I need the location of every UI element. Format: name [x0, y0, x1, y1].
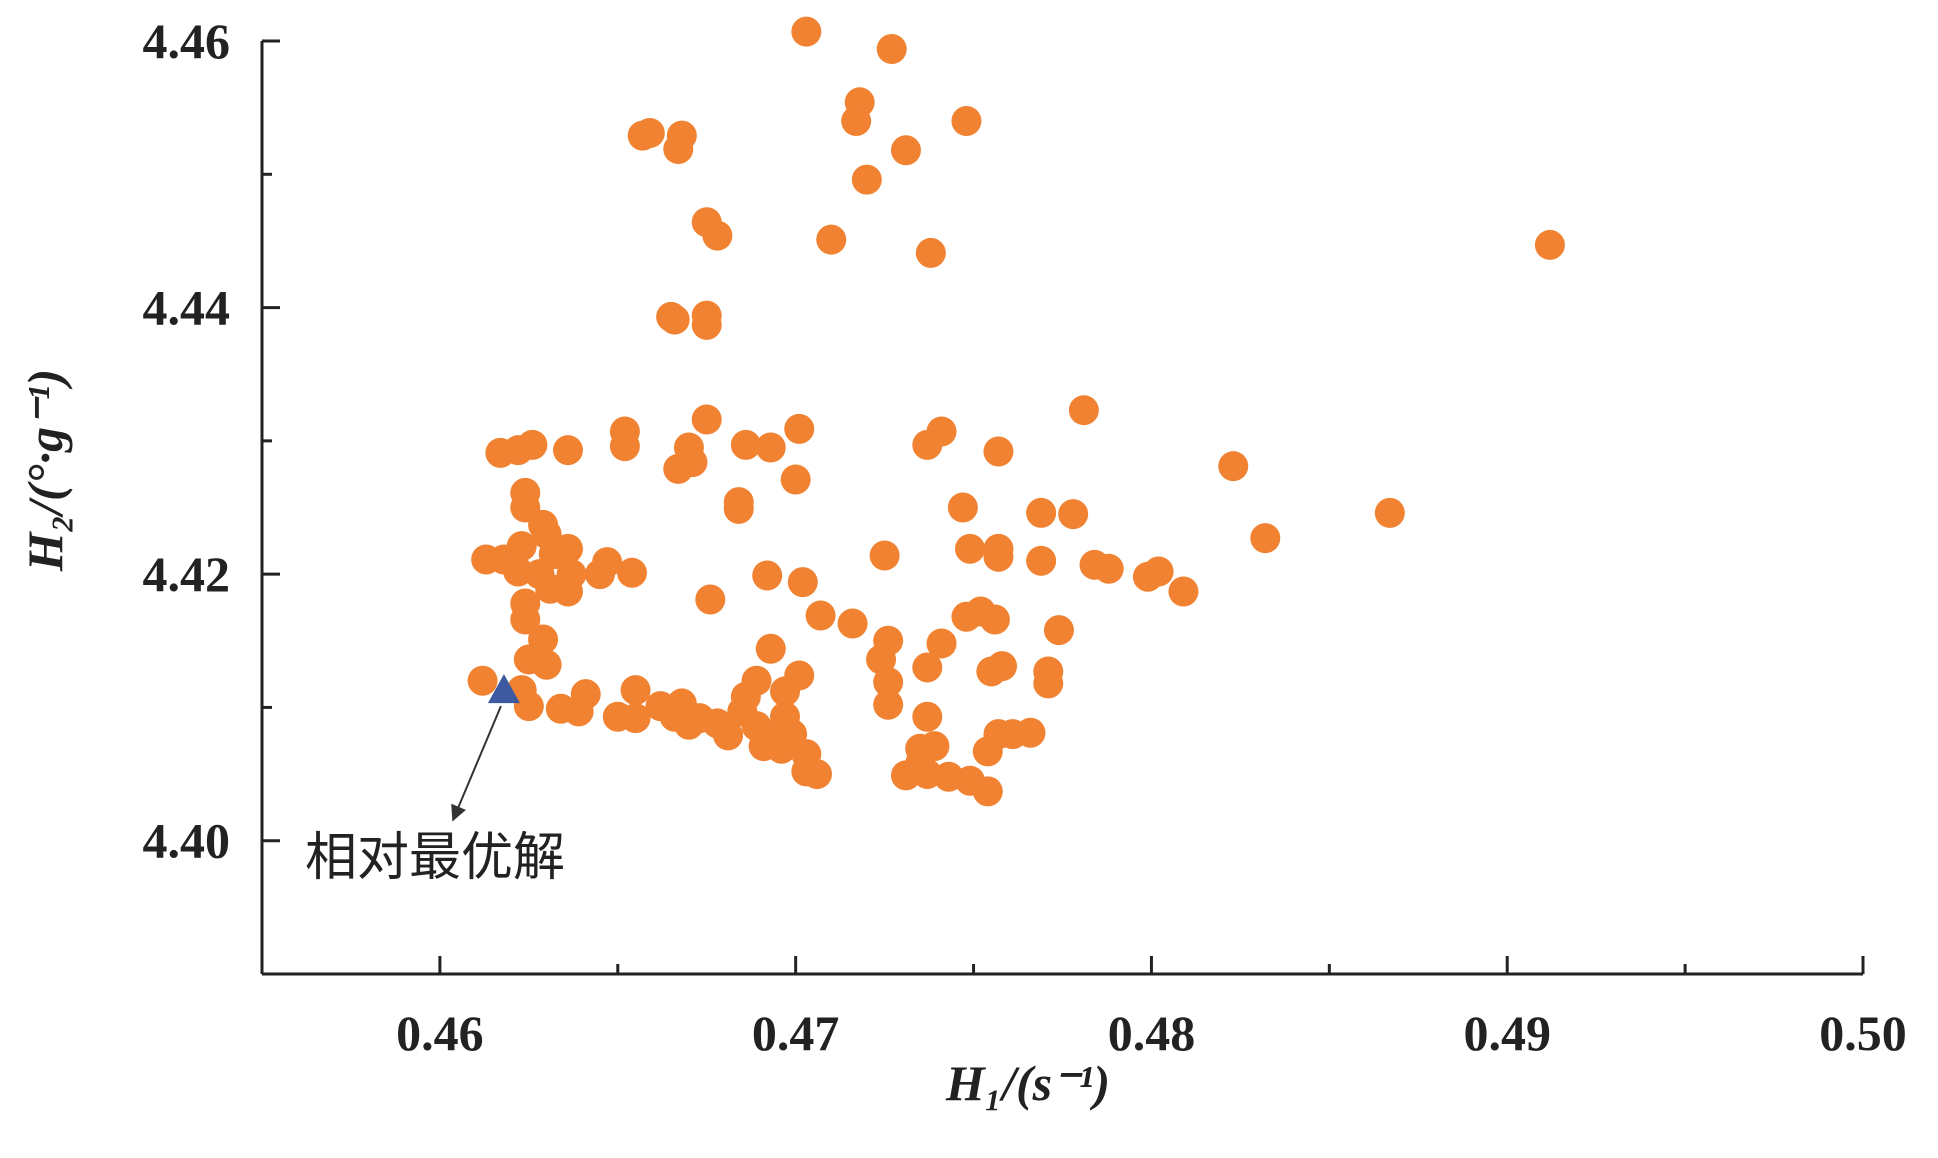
point: [912, 652, 943, 683]
point: [552, 576, 583, 607]
point: [752, 560, 783, 591]
point: [983, 436, 1014, 467]
point: [1033, 668, 1064, 699]
point: [876, 33, 907, 64]
x-tick-label: 0.49: [1463, 1005, 1551, 1061]
point: [1534, 229, 1565, 260]
point: [691, 404, 722, 435]
point: [869, 540, 900, 571]
point: [805, 600, 836, 631]
point: [517, 429, 548, 460]
point: [1015, 717, 1046, 748]
point: [755, 633, 786, 664]
point: [1043, 615, 1074, 646]
point: [1143, 556, 1174, 587]
point: [972, 776, 1003, 807]
point: [552, 533, 583, 564]
point: [730, 429, 761, 460]
point: [620, 703, 651, 734]
point: [802, 759, 833, 790]
point: [866, 644, 897, 675]
point: [890, 135, 921, 166]
point: [634, 117, 665, 148]
point: [552, 435, 583, 466]
x-tick-label: 0.46: [396, 1005, 484, 1061]
x-tick-label: 0.50: [1819, 1005, 1907, 1061]
annotation-arrow: [451, 705, 502, 822]
point: [851, 164, 882, 195]
point: [873, 689, 904, 720]
point: [912, 701, 943, 732]
point: [467, 665, 498, 696]
point: [766, 733, 797, 764]
x-tick-label: 0.47: [752, 1005, 840, 1061]
x-axis-label: H₁/(s⁻¹): [945, 1055, 1110, 1111]
x-tick-label: 0.48: [1108, 1005, 1196, 1061]
point: [841, 105, 872, 136]
point: [617, 557, 648, 588]
point: [1218, 451, 1249, 482]
y-tick-label: 4.46: [143, 13, 231, 69]
point: [954, 533, 985, 564]
point: [951, 105, 982, 136]
point: [1093, 553, 1124, 584]
point: [563, 696, 594, 727]
point: [1058, 499, 1089, 530]
point: [972, 736, 1003, 767]
point: [926, 628, 957, 659]
highlight-point: [487, 674, 520, 704]
y-tick-label: 4.44: [143, 280, 231, 336]
point: [769, 676, 800, 707]
point: [663, 453, 694, 484]
point: [816, 224, 847, 255]
point: [915, 237, 946, 268]
point: [873, 667, 904, 698]
point: [1374, 497, 1405, 528]
point: [1026, 545, 1057, 576]
point: [702, 220, 733, 251]
point: [659, 304, 690, 335]
point: [1168, 576, 1199, 607]
point: [1250, 523, 1281, 554]
point: [510, 604, 541, 635]
point: [912, 429, 943, 460]
y-tick-label: 4.40: [143, 813, 231, 869]
point: [983, 541, 1014, 572]
y-tick-label: 4.42: [143, 546, 231, 602]
point: [976, 656, 1007, 687]
point: [947, 492, 978, 523]
point: [723, 493, 754, 524]
point: [584, 559, 615, 590]
point: [673, 709, 704, 740]
annotation: 相对最优解: [305, 828, 565, 888]
point: [609, 431, 640, 462]
point: [787, 567, 818, 598]
point: [890, 760, 921, 791]
point: [691, 309, 722, 340]
point: [531, 649, 562, 680]
point: [837, 608, 868, 639]
point: [791, 16, 822, 47]
point: [1026, 497, 1057, 528]
point: [713, 720, 744, 751]
point: [695, 584, 726, 615]
point: [784, 413, 815, 444]
point: [979, 604, 1010, 635]
point: [780, 464, 811, 495]
point: [755, 432, 786, 463]
point: [620, 675, 651, 706]
point: [663, 133, 694, 164]
y-axis-label: H₂/(°·g⁻¹): [17, 369, 73, 572]
point: [513, 691, 544, 722]
point: [1068, 395, 1099, 426]
